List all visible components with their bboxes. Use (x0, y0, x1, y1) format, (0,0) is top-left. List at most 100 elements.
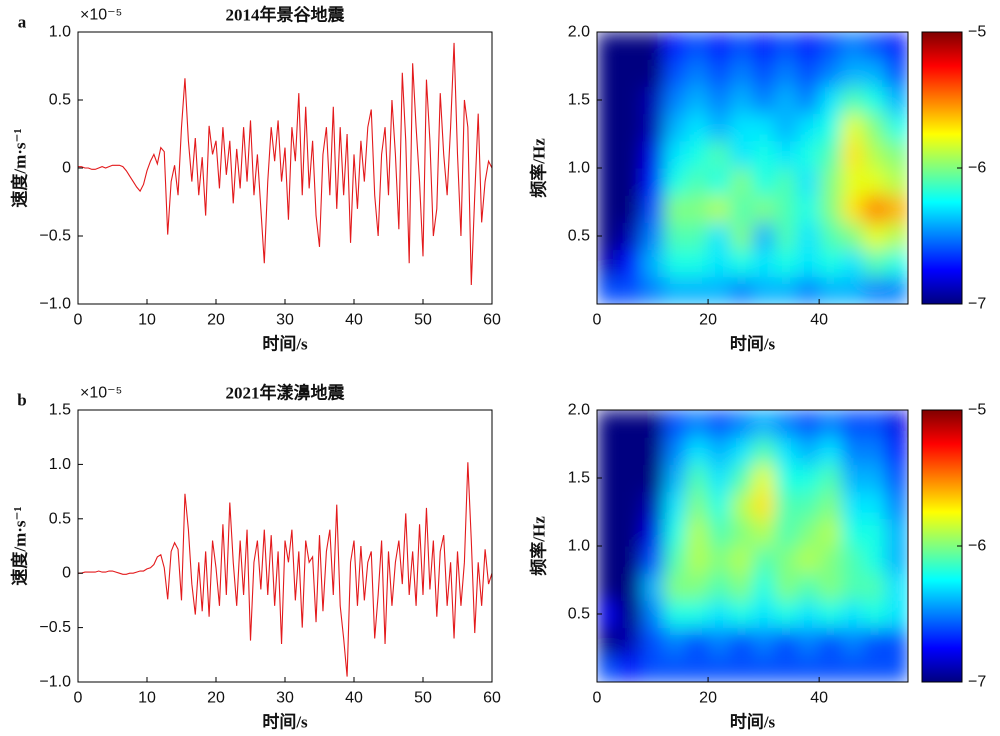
heatmap-cell (619, 222, 642, 251)
chart-title: 2014年景谷地震 (226, 5, 346, 25)
heatmap-cell (597, 222, 620, 251)
heatmap-cell (708, 464, 731, 493)
heatmap-cell (730, 627, 753, 656)
heatmap-cell (752, 600, 776, 629)
heatmap-cell (819, 410, 842, 438)
heatmap-cell (619, 195, 642, 223)
heatmap-cell (819, 276, 842, 304)
heatmap-cell (841, 249, 865, 278)
heatmap-cell (663, 140, 687, 169)
heatmap-cell (841, 627, 865, 656)
heatmap-cell (685, 491, 709, 520)
heatmap-cell (885, 573, 908, 601)
heatmap-cell (841, 464, 865, 493)
heatmap-cell (841, 195, 865, 223)
heatmap-cell (641, 59, 665, 87)
heatmap-cell (619, 464, 642, 493)
heatmap-cell (685, 654, 709, 682)
heatmap-cell (619, 276, 642, 304)
heatmap-cell (774, 627, 798, 656)
heatmap-cell (619, 32, 642, 60)
heatmap-cell (685, 276, 709, 304)
heatmap-cell (730, 573, 753, 601)
heatmap-cell (641, 276, 665, 304)
heatmap-cell (774, 518, 798, 547)
heatmap-cell (774, 32, 798, 60)
heatmap-cell (885, 113, 908, 142)
y-axis-label: 频率/Hz (529, 516, 549, 576)
heatmap-cell (863, 410, 887, 438)
y-tick-label: 0 (62, 565, 71, 582)
colorbar-tick-label: −5 (968, 24, 986, 41)
heatmap-cell (819, 59, 842, 87)
heatmap-cell (708, 59, 731, 87)
x-tick-label: 20 (207, 690, 225, 707)
heatmap-cell (730, 518, 753, 547)
heatmap-cell (730, 654, 753, 682)
x-tick-label: 60 (483, 312, 501, 329)
heatmap-cell (752, 140, 776, 169)
heatmap-cell (885, 222, 908, 251)
heatmap-cell (663, 168, 687, 196)
y-tick-label: −0.5 (39, 228, 71, 245)
heatmap-cell (841, 168, 865, 196)
heatmap-cell (641, 32, 665, 60)
heatmap-cell (863, 546, 887, 574)
x-tick-label: 50 (414, 312, 432, 329)
heatmap-cell (597, 518, 620, 547)
heatmap-cell (796, 410, 820, 438)
heatmap-cell (663, 249, 687, 278)
heatmap-cell (730, 464, 753, 493)
heatmap-cell (685, 518, 709, 547)
heatmap-cell (708, 195, 731, 223)
heatmap-cell (641, 600, 665, 629)
heatmap-cell (708, 140, 731, 169)
heatmap-cell (885, 627, 908, 656)
heatmap-cell (841, 113, 865, 142)
heatmap-cell (663, 464, 687, 493)
x-tick-label: 40 (810, 690, 828, 707)
heatmap-cell (863, 518, 887, 547)
heatmap-cell (619, 491, 642, 520)
x-axis-label: 时间/s (730, 712, 776, 732)
heatmap-cell (663, 59, 687, 87)
heatmap-cell (597, 627, 620, 656)
x-tick-label: 0 (74, 690, 83, 707)
heatmap-cell (619, 249, 642, 278)
heatmap-cell (796, 195, 820, 223)
heatmap-cell (774, 491, 798, 520)
heatmap-cell (774, 140, 798, 169)
heatmap-cell (885, 59, 908, 87)
heatmap-cell (863, 140, 887, 169)
heatmap-cell (597, 249, 620, 278)
heatmap-cell (708, 32, 731, 60)
heatmap-cell (730, 59, 753, 87)
colorbar-tick-label: −7 (968, 296, 986, 313)
colorbar-tick-label: −6 (968, 538, 986, 555)
y-tick-label: −0.5 (39, 619, 71, 636)
heatmap-cell (774, 249, 798, 278)
panel-label: a (18, 13, 27, 32)
heatmap-cell (730, 140, 753, 169)
heatmap-cell (819, 627, 842, 656)
heatmap-cell (841, 491, 865, 520)
heatmap-cell (641, 491, 665, 520)
heatmap-cell (841, 140, 865, 169)
heatmap-cell (774, 654, 798, 682)
heatmap-cell (885, 86, 908, 115)
x-tick-label: 40 (345, 690, 363, 707)
heatmap-cell (885, 437, 908, 465)
heatmap-cell (730, 113, 753, 142)
heatmap-cell (796, 600, 820, 629)
heatmap-cell (796, 86, 820, 115)
chart-title: 2021年漾濞地震 (226, 383, 346, 403)
heatmap-cell (597, 654, 620, 682)
heatmap-cells (597, 410, 908, 682)
heatmap-cell (641, 168, 665, 196)
heatmap-cell (863, 573, 887, 601)
x-tick-label: 30 (276, 690, 294, 707)
heatmap-cell (774, 410, 798, 438)
heatmap-cell (819, 600, 842, 629)
heatmap-cell (663, 437, 687, 465)
heatmap-cell (663, 546, 687, 574)
